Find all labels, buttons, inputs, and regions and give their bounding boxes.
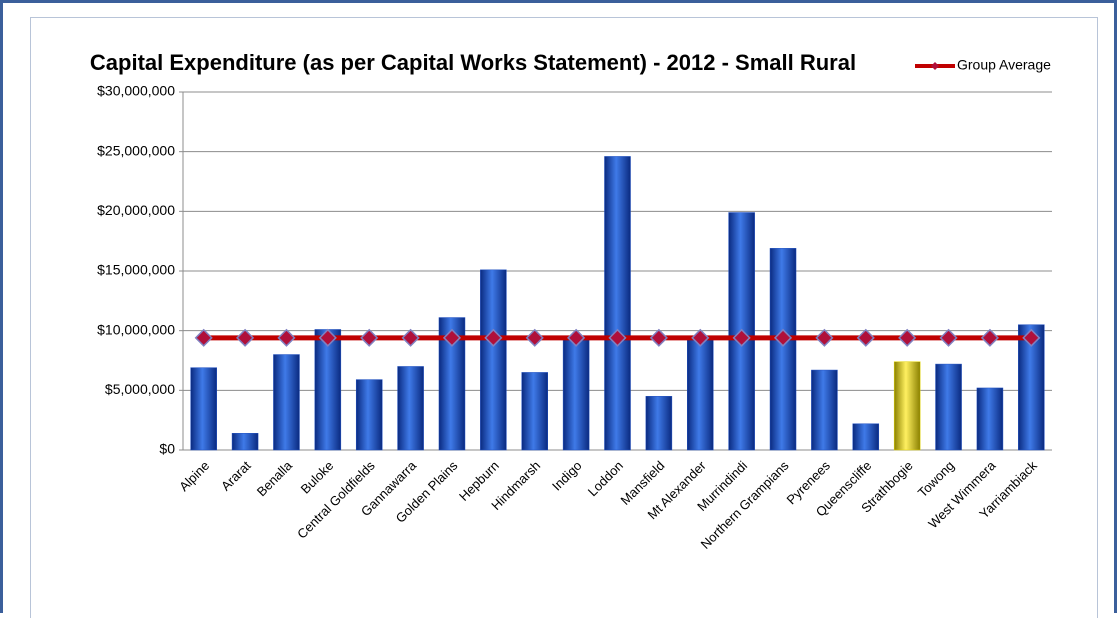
bar: [976, 387, 1004, 451]
x-tick-label: Loddon: [585, 458, 626, 499]
average-marker: [484, 328, 503, 347]
average-marker: [360, 328, 379, 347]
y-tick-label: $30,000,000: [97, 83, 175, 99]
average-marker: [649, 328, 668, 347]
x-tick-label: Ararat: [218, 458, 254, 494]
x-tick-label: Indigo: [549, 458, 585, 494]
average-marker: [980, 328, 999, 347]
bar: [273, 354, 300, 451]
x-tick-label: Buloke: [298, 458, 337, 497]
average-marker: [732, 328, 751, 347]
bar: [852, 423, 880, 451]
average-marker: [567, 328, 586, 347]
average-marker: [691, 328, 710, 347]
y-tick-label: $20,000,000: [97, 202, 175, 218]
average-marker: [236, 328, 255, 347]
x-tick-label: Benalla: [254, 457, 296, 499]
bar: [355, 379, 383, 451]
y-tick-label: $5,000,000: [105, 381, 175, 397]
bar: [769, 248, 797, 451]
bar: [314, 329, 342, 451]
average-marker: [939, 328, 958, 347]
average-marker: [442, 328, 462, 347]
average-marker: [277, 328, 296, 347]
y-tick-label: $15,000,000: [97, 262, 175, 278]
bar: [893, 361, 921, 451]
average-marker: [194, 328, 213, 347]
average-marker: [773, 328, 793, 347]
average-marker: [815, 328, 834, 347]
chart-frame: [30, 17, 1098, 618]
average-marker: [898, 328, 917, 347]
y-tick-label: $25,000,000: [97, 142, 175, 158]
bar: [687, 337, 714, 451]
bar: [480, 269, 507, 451]
average-marker: [525, 328, 544, 347]
legend-label: Group Average: [957, 57, 1051, 73]
average-marker: [608, 328, 627, 347]
y-tick-label: $10,000,000: [97, 321, 175, 337]
bar: [811, 369, 838, 451]
bar: [397, 366, 424, 451]
y-tick-label: $0: [159, 441, 175, 457]
average-marker: [401, 328, 420, 347]
bar: [604, 156, 631, 451]
bar: [562, 337, 590, 451]
bar: [190, 367, 217, 451]
average-marker: [318, 328, 337, 347]
x-tick-label: Alpine: [176, 458, 212, 494]
average-marker: [1022, 328, 1041, 347]
bar: [645, 396, 673, 451]
bar: [231, 433, 259, 451]
legend-marker: [931, 62, 939, 70]
bar: [521, 372, 548, 451]
average-marker: [856, 328, 875, 347]
bar: [935, 363, 962, 451]
chart-title: Capital Expenditure (as per Capital Work…: [89, 50, 857, 75]
